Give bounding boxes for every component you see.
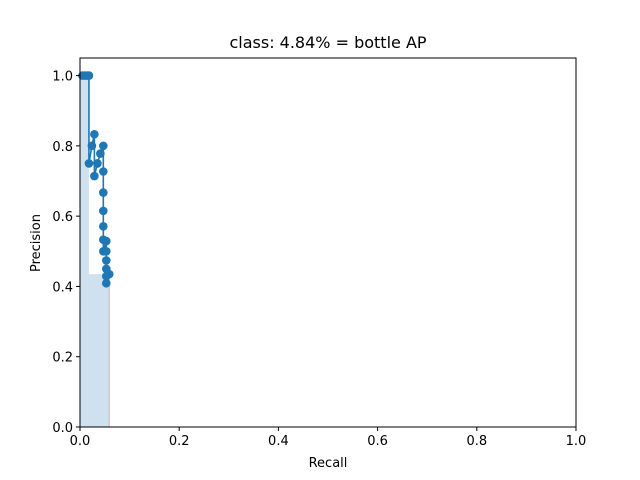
y-tick-label: 1.0 <box>52 70 73 85</box>
pr-point <box>99 222 108 231</box>
pr-point <box>104 269 114 279</box>
pr-point <box>90 129 99 139</box>
pr-point <box>101 278 111 288</box>
y-tick-label: 0.4 <box>52 280 73 295</box>
pr-point <box>101 256 111 265</box>
x-tick-label: 0.6 <box>367 434 388 449</box>
pr-point <box>99 188 108 197</box>
x-tick-label: 0.8 <box>466 434 487 449</box>
pr-point <box>90 171 99 181</box>
y-tick-label: 0.0 <box>52 421 73 436</box>
pr-point <box>87 141 97 151</box>
pr-point <box>96 149 105 158</box>
y-tick-label: 0.6 <box>52 210 73 225</box>
y-axis-label: Precision <box>29 214 44 272</box>
x-tick-label: 0.0 <box>70 434 91 449</box>
x-tick-label: 0.2 <box>169 434 190 449</box>
pr-point <box>99 167 108 176</box>
pr-point <box>101 246 111 256</box>
pr-point <box>84 71 94 80</box>
chart-title: class: 4.84% = bottle AP <box>229 33 426 52</box>
pr-point <box>84 159 94 168</box>
pr-point <box>101 236 111 246</box>
y-tick-label: 0.8 <box>52 140 73 155</box>
pr-point <box>93 159 102 168</box>
axes: 0.0 0.2 0.4 0.6 0.8 1.0 0.0 0.2 0.4 0.6 0.8 1.0 <box>52 57 587 449</box>
pr-point <box>99 206 108 216</box>
x-axis-label: Recall <box>309 456 348 471</box>
y-tick-label: 0.2 <box>52 351 73 366</box>
plot-area <box>78 71 114 428</box>
pr-point <box>99 141 108 151</box>
x-tick-label: 1.0 <box>566 434 587 449</box>
axes-frame <box>79 57 577 428</box>
x-tick-label: 0.4 <box>268 434 289 449</box>
